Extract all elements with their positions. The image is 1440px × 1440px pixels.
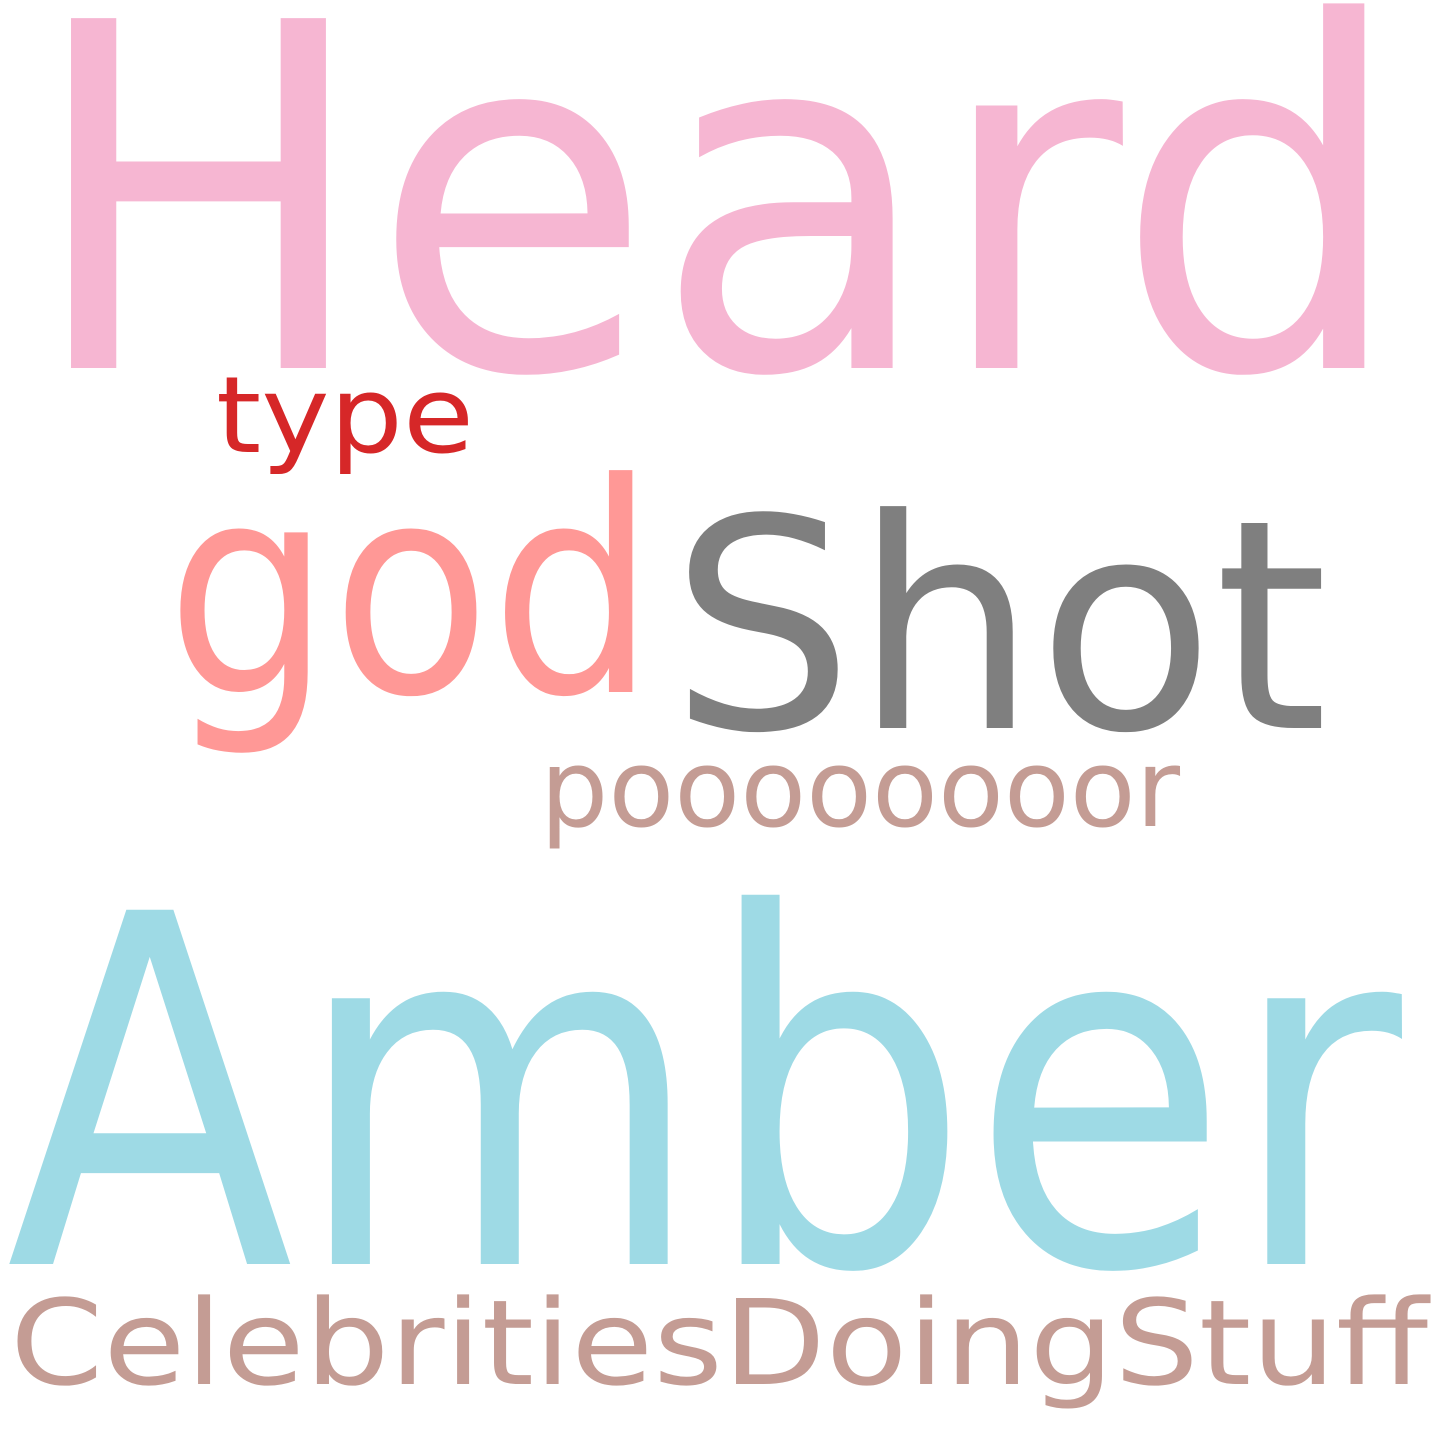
word-celebrities: CelebritiesDoingStuff [10, 1274, 1431, 1412]
word-shot: Shot [670, 457, 1328, 797]
word-amber: Amber [6, 813, 1407, 1379]
word-poor: poooooooor [540, 727, 1181, 852]
word-type: type [216, 354, 474, 477]
word-god: god [166, 421, 656, 761]
word-heard: Heard [26, 0, 1406, 482]
